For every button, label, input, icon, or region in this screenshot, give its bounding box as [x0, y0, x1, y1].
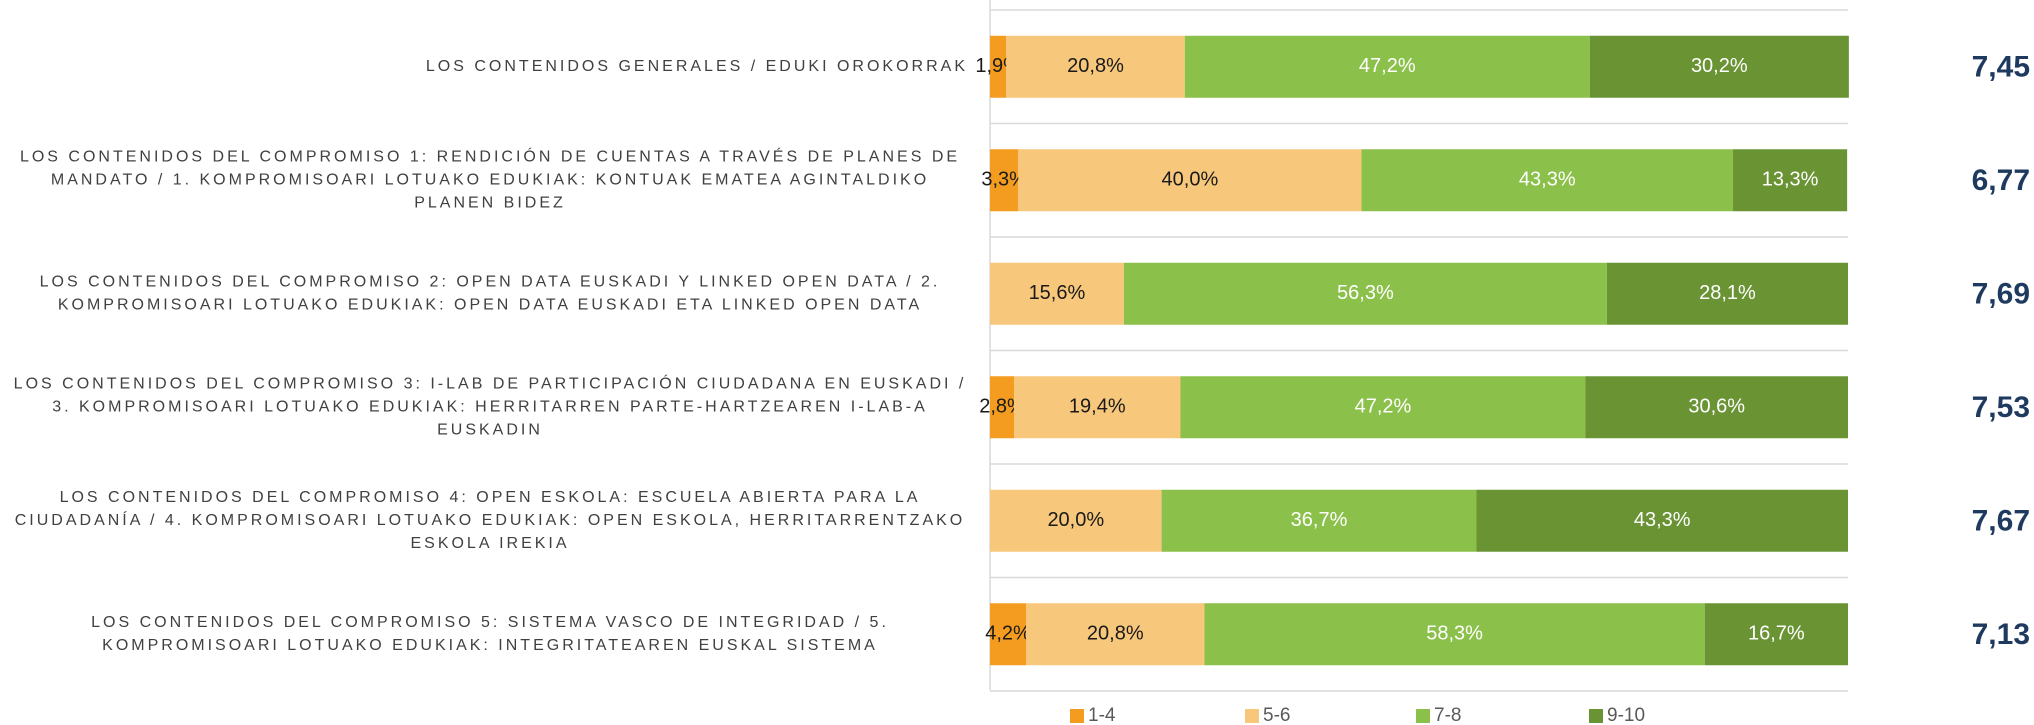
value-label: 20,8%	[1067, 55, 1124, 77]
value-label: 16,7%	[1748, 623, 1805, 645]
value-label: 2,8%	[979, 396, 1025, 418]
value-label: 40,0%	[1162, 169, 1219, 191]
value-label: 20,0%	[1047, 509, 1104, 531]
bar-segment	[1026, 603, 1205, 666]
bar-segment	[990, 489, 1162, 552]
legend-label: 1-4	[1088, 705, 1116, 725]
value-label: 15,6%	[1029, 282, 1086, 304]
value-label: 56,3%	[1337, 282, 1394, 304]
bar-segment	[1184, 35, 1590, 98]
category-label: LOS CONTENIDOS GENERALES / EDUKI OROKORR…	[426, 58, 968, 75]
bar-segment	[1014, 376, 1181, 439]
bar-segment	[1606, 262, 1848, 325]
bar-segment	[990, 35, 1007, 98]
value-label: 4,2%	[985, 623, 1031, 645]
legend-label: 7-8	[1434, 705, 1461, 725]
category-label: LOS CONTENIDOS DEL COMPROMISO 2: OPEN DA…	[40, 273, 941, 313]
value-label: 13,3%	[1762, 169, 1819, 191]
average-label: 7,53	[1972, 391, 2030, 424]
bar-segment	[1585, 376, 1848, 439]
value-label: 30,2%	[1691, 55, 1748, 77]
category-label: LOS CONTENIDOS DEL COMPROMISO 1: RENDICI…	[20, 146, 960, 211]
average-label: 6,77	[1972, 164, 2030, 197]
bar-segment	[990, 603, 1027, 666]
category-label: LOS CONTENIDOS DEL COMPROMISO 3: I-LAB D…	[14, 373, 967, 438]
average-label: 7,45	[1972, 51, 2030, 84]
bar-segment	[1204, 603, 1705, 666]
value-label: 36,7%	[1291, 509, 1348, 531]
legend-label: 5-6	[1263, 705, 1290, 725]
value-label: 47,2%	[1355, 396, 1412, 418]
bar-segment	[1180, 376, 1586, 439]
bar-segment	[990, 149, 1019, 212]
legend-swatch	[1245, 709, 1259, 723]
value-label: 19,4%	[1069, 396, 1126, 418]
bar-segment	[1476, 489, 1848, 552]
bar-segment	[1733, 149, 1848, 212]
bar-segment	[1704, 603, 1848, 666]
bar-segment	[1161, 489, 1477, 552]
average-label: 7,67	[1972, 505, 2030, 538]
category-label: LOS CONTENIDOS DEL COMPROMISO 4: OPEN ES…	[15, 489, 966, 552]
value-label: 28,1%	[1699, 282, 1756, 304]
value-label: 43,3%	[1634, 509, 1691, 531]
bar-segment	[1589, 35, 1849, 98]
bar-segment	[1006, 35, 1185, 98]
bar-segment	[1123, 262, 1607, 325]
average-label: 7,69	[1972, 278, 2030, 311]
value-label: 43,3%	[1519, 169, 1576, 191]
value-label: 58,3%	[1426, 623, 1483, 645]
legend-label: 9-10	[1607, 705, 1645, 725]
legend-swatch	[1070, 709, 1084, 723]
value-label: 20,8%	[1087, 623, 1144, 645]
bar-segment	[1361, 149, 1734, 212]
average-label: 7,13	[1972, 618, 2030, 651]
value-label: 3,3%	[981, 169, 1027, 191]
legend-swatch	[1589, 709, 1603, 723]
bar-segment	[1018, 149, 1362, 212]
value-label: 47,2%	[1359, 55, 1416, 77]
bar-segment	[990, 376, 1015, 439]
value-label: 30,6%	[1688, 396, 1745, 418]
legend-swatch	[1416, 709, 1430, 723]
category-label: LOS CONTENIDOS DEL COMPROMISO 5: SISTEMA…	[91, 614, 889, 654]
bar-segment	[990, 262, 1124, 325]
